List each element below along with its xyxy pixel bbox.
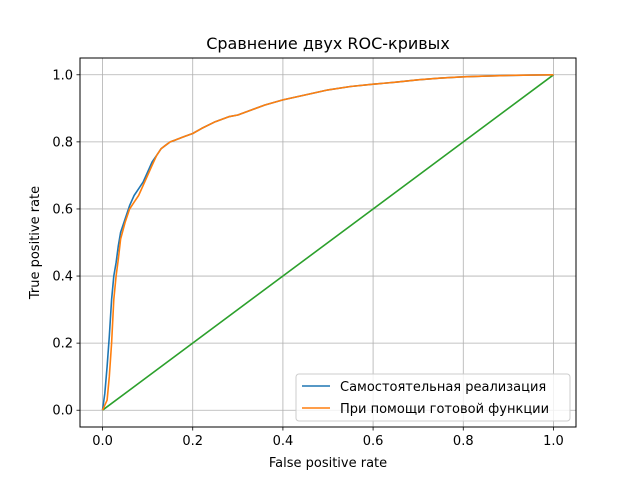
series-layer [101, 74, 554, 411]
chart-title: Сравнение двух ROC-кривых [206, 34, 450, 53]
x-tick-label: 0.8 [453, 434, 474, 449]
series-line-diagonal [102, 74, 554, 411]
y-tick-label: 0.8 [52, 135, 73, 150]
x-tick-label: 0.4 [273, 434, 294, 449]
y-tick-label: 0.2 [52, 337, 73, 352]
legend-box [295, 373, 571, 422]
legend-label: При помощи готовой функции [340, 402, 549, 417]
y-tick-label: 1.0 [52, 68, 73, 83]
legend-label: Самостоятельная реализация [340, 380, 546, 395]
x-tick-label: 1.0 [543, 434, 564, 449]
ticks: 0.0 0.2 0.4 0.6 0.8 1.0 0.0 0.2 0.4 0.6 0.8 1.0 [52, 68, 563, 449]
plot-frame [79, 57, 577, 428]
x-tick-label: 0.0 [92, 434, 113, 449]
series-line-library-function [101, 74, 554, 411]
x-tick-label: 0.2 [182, 434, 203, 449]
y-tick-label: 0.0 [52, 404, 73, 419]
y-tick-label: 0.6 [52, 202, 73, 217]
y-tick-label: 0.4 [52, 270, 73, 285]
y-axis-label: True positive rate [28, 186, 43, 300]
x-axis-label: False positive rate [269, 456, 387, 471]
grid [80, 58, 576, 427]
x-tick-label: 0.6 [363, 434, 384, 449]
legend: Самостоятельная реализация При помощи гот… [295, 373, 571, 422]
